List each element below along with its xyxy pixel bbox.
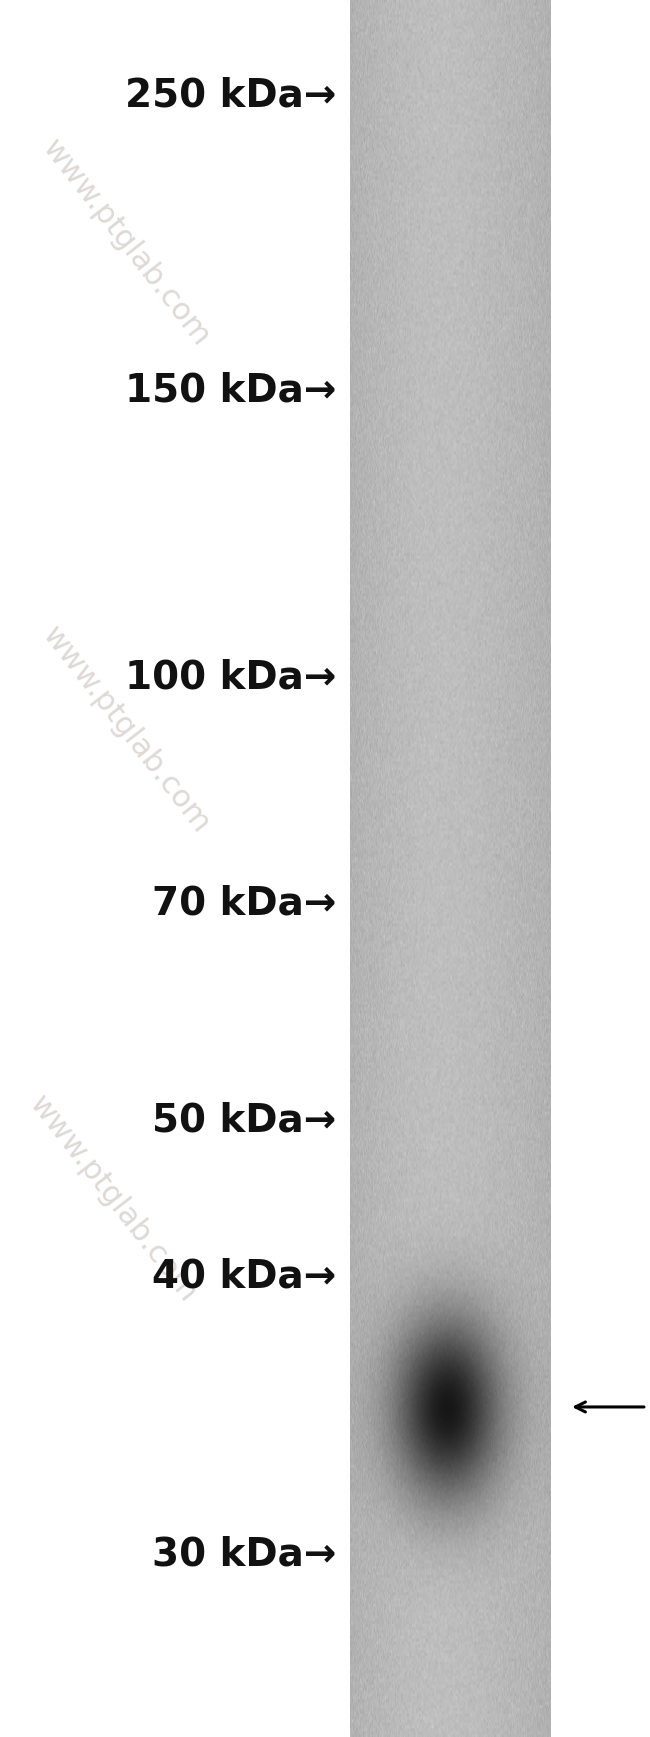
Text: www.ptglab.com: www.ptglab.com [37,134,216,353]
Text: 70 kDa→: 70 kDa→ [152,884,337,922]
Text: 100 kDa→: 100 kDa→ [125,658,337,697]
Text: www.ptglab.com: www.ptglab.com [24,1089,203,1308]
Text: 250 kDa→: 250 kDa→ [125,76,337,115]
Text: www.ptglab.com: www.ptglab.com [37,620,216,839]
Text: 50 kDa→: 50 kDa→ [152,1101,337,1139]
Text: 150 kDa→: 150 kDa→ [125,372,337,410]
Text: 40 kDa→: 40 kDa→ [152,1258,337,1296]
Text: 30 kDa→: 30 kDa→ [152,1536,337,1574]
